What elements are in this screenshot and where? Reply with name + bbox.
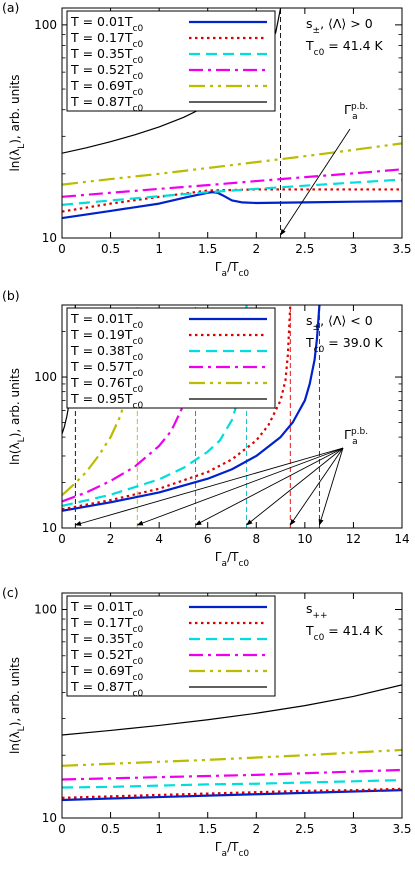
series-line-0 bbox=[62, 789, 402, 802]
series-line-3 bbox=[62, 168, 402, 198]
y-tick-label: 100 bbox=[34, 18, 57, 32]
x-tick-label: 2 bbox=[107, 532, 115, 546]
x-tick-label: 3 bbox=[350, 242, 358, 256]
plot-area bbox=[62, 684, 402, 802]
x-tick-label: 0 bbox=[58, 822, 66, 836]
series-line-2 bbox=[62, 778, 402, 789]
legend-label: T = 0.01Tc0 bbox=[70, 311, 143, 331]
x-axis-label: Γa/Tc0 bbox=[215, 550, 250, 569]
annotation-text: s++ bbox=[306, 601, 328, 621]
arrow-label: Γp.b. a bbox=[344, 102, 368, 122]
pair-breaking-arrow bbox=[195, 447, 344, 526]
x-tick-label: 1 bbox=[155, 822, 163, 836]
legend-label: T = 0.95Tc0 bbox=[70, 391, 143, 411]
plot-frame bbox=[61, 304, 403, 529]
x-tick-label: 3 bbox=[350, 822, 358, 836]
x-tick-label: 0 bbox=[58, 242, 66, 256]
pair-breaking-arrow bbox=[74, 447, 344, 526]
y-axis-label: ln(λL), arb. units bbox=[8, 74, 27, 171]
panel-label: (c) bbox=[2, 585, 19, 600]
panel-0: (a) 0 0.5 1 1.5 2 2.5 3 3.5 10 100 Γa/Tc0 ln(λL), ar… bbox=[2, 0, 412, 279]
series-line-4 bbox=[62, 305, 139, 496]
series-line-0 bbox=[62, 305, 321, 512]
annotation-text: Tc0 = 41.4 K bbox=[305, 38, 384, 58]
annotation-text: Tc0 = 39.0 K bbox=[305, 335, 384, 355]
x-tick-label: 2.5 bbox=[295, 822, 314, 836]
pair-breaking-arrow bbox=[318, 447, 344, 526]
x-tick-label: 2 bbox=[252, 242, 260, 256]
series-line-3 bbox=[62, 768, 402, 781]
x-tick-label: 3.5 bbox=[392, 822, 411, 836]
legend-label: T = 0.87Tc0 bbox=[70, 94, 143, 114]
x-tick-label: 1.5 bbox=[198, 822, 217, 836]
x-tick-label: 12 bbox=[346, 532, 361, 546]
annotation-text: s±, ⟨Λ⟩ < 0 bbox=[306, 313, 373, 333]
x-tick-label: 1.5 bbox=[198, 242, 217, 256]
legend-label: T = 0.17Tc0 bbox=[70, 615, 143, 635]
x-tick-label: 3.5 bbox=[392, 242, 411, 256]
x-tick-label: 4 bbox=[155, 532, 163, 546]
legend-label: T = 0.76Tc0 bbox=[70, 375, 143, 395]
legend-label: T = 0.87Tc0 bbox=[70, 679, 143, 699]
x-tick-label: 2.5 bbox=[295, 242, 314, 256]
series-line-1 bbox=[62, 787, 402, 799]
y-tick-label: 10 bbox=[42, 811, 57, 825]
pair-breaking-arrow bbox=[289, 447, 344, 526]
x-tick-label: 0.5 bbox=[101, 242, 120, 256]
legend-box bbox=[66, 307, 276, 409]
y-tick-label: 100 bbox=[34, 370, 57, 384]
legend-label: T = 0.35Tc0 bbox=[70, 46, 143, 66]
legend-label: T = 0.01Tc0 bbox=[70, 14, 143, 34]
legend-label: T = 0.69Tc0 bbox=[70, 663, 143, 683]
y-axis-label: ln(λL), arb. units bbox=[8, 657, 27, 754]
plot-frame bbox=[61, 592, 403, 819]
x-tick-label: 0 bbox=[58, 532, 66, 546]
arrow-label: Γp.b. a bbox=[344, 427, 368, 447]
x-tick-label: 14 bbox=[394, 532, 409, 546]
series-line-5 bbox=[62, 684, 402, 736]
panel-1: (b) 0 2 4 6 8 10 12 14 10 100 Γa/Tc0 ln(λL), arb. un… bbox=[2, 288, 410, 569]
x-tick-label: 1 bbox=[155, 242, 163, 256]
y-axis-label: ln(λL), arb. units bbox=[8, 368, 27, 465]
annotation-text: Tc0 = 41.4 K bbox=[305, 623, 384, 643]
panel-2: (c) 0 0.5 1 1.5 2 2.5 3 3.5 10 100 Γa/Tc0 ln(λL), ar… bbox=[2, 585, 412, 859]
series-line-4 bbox=[62, 142, 402, 186]
series-line-1 bbox=[62, 188, 402, 213]
x-tick-label: 10 bbox=[297, 532, 312, 546]
panel-label: (a) bbox=[2, 0, 19, 15]
legend-label: T = 0.52Tc0 bbox=[70, 62, 143, 82]
plot-area bbox=[62, 8, 402, 238]
pair-breaking-arrow bbox=[246, 447, 344, 526]
legend-label: T = 0.69Tc0 bbox=[70, 78, 143, 98]
legend-label: T = 0.57Tc0 bbox=[70, 359, 143, 379]
y-tick-label: 10 bbox=[42, 231, 57, 245]
legend-label: T = 0.52Tc0 bbox=[70, 647, 143, 667]
annotation-text: s±, ⟨Λ⟩ > 0 bbox=[306, 16, 373, 36]
x-tick-label: 0.5 bbox=[101, 822, 120, 836]
x-tick-label: 2 bbox=[252, 822, 260, 836]
x-axis-label: Γa/Tc0 bbox=[215, 840, 250, 859]
y-tick-label: 100 bbox=[34, 603, 57, 617]
pair-breaking-arrow bbox=[280, 128, 351, 236]
legend-label: T = 0.19Tc0 bbox=[70, 327, 143, 347]
y-tick-label: 10 bbox=[42, 521, 57, 535]
series-line-0 bbox=[62, 191, 402, 220]
x-axis-label: Γa/Tc0 bbox=[215, 260, 250, 279]
legend-label: T = 0.35Tc0 bbox=[70, 631, 143, 651]
x-tick-label: 8 bbox=[252, 532, 260, 546]
legend-box bbox=[66, 595, 276, 697]
panel-label: (b) bbox=[2, 288, 20, 303]
legend-label: T = 0.17Tc0 bbox=[70, 30, 143, 50]
pair-breaking-arrow bbox=[136, 447, 344, 526]
series-line-4 bbox=[62, 748, 402, 767]
legend-label: T = 0.38Tc0 bbox=[70, 343, 143, 363]
x-tick-label: 6 bbox=[204, 532, 212, 546]
plot-frame bbox=[61, 7, 403, 239]
legend-label: T = 0.01Tc0 bbox=[70, 599, 143, 619]
series-line-2 bbox=[62, 178, 402, 206]
legend-box bbox=[66, 10, 276, 112]
